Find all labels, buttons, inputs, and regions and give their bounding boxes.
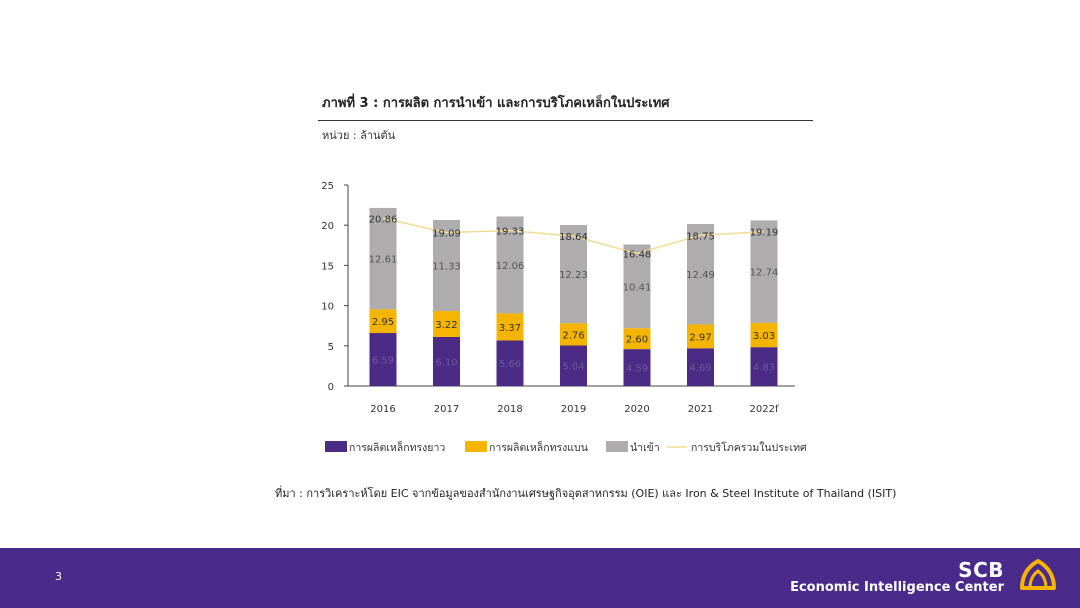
legend-consumption-label: การบริโภครวมในประเทศ [691,441,807,454]
data-label-long-steel: 6.59 [372,356,394,367]
y-tick-label: 10 [321,302,334,313]
legend-flat-steel-label: การผลิตเหล็กทรงแบน [489,440,588,454]
bar-long-steel [433,336,460,386]
x-tick-label: 2020 [624,404,649,415]
data-label-flat-steel: 3.03 [753,331,775,342]
bar-import [433,219,460,312]
brand-name: SCB [958,558,1004,582]
legend-flat-steel-swatch [465,441,487,452]
x-tick-label: 2021 [688,404,713,415]
bar-long-steel [623,349,651,386]
brand-block: SCB Economic Intelligence Center [790,560,1004,596]
data-label-import: 12.61 [369,255,398,266]
data-label-consumption: 16.48 [623,250,652,261]
data-label-import: 12.06 [496,261,525,272]
unit-label: หน่วย : ล้านตัน [322,129,396,142]
x-tick-label: 2022f [750,404,779,415]
x-tick-label: 2019 [561,404,586,415]
data-label-long-steel: 4.83 [753,363,775,374]
bar-long-steel [687,348,714,386]
data-label-long-steel: 4.59 [626,364,648,375]
bar-import [496,216,524,314]
y-tick-label: 25 [321,181,334,192]
brand-subtitle: Economic Intelligence Center [790,580,1004,595]
data-label-import: 10.41 [623,282,652,293]
data-label-import: 11.33 [432,262,461,273]
bar-flat-steel [750,322,778,348]
data-label-consumption: 19.33 [496,227,525,238]
data-label-import: 12.23 [559,270,588,281]
bar-flat-steel [560,323,587,346]
bar-import [623,244,651,329]
legend-import-swatch [606,441,628,452]
bar-import [369,207,397,310]
bar-long-steel [369,333,397,386]
bar-flat-steel [433,311,460,337]
data-label-long-steel: 5.04 [562,362,584,373]
bar-flat-steel [687,324,714,349]
data-label-long-steel: 5.66 [499,359,521,370]
scb-logo-icon [1020,559,1056,590]
data-label-consumption: 18.75 [686,231,715,242]
data-label-flat-steel: 2.60 [626,335,648,346]
bar-long-steel [560,345,587,386]
bar-import [687,223,714,325]
y-tick-label: 15 [321,261,334,272]
bar-flat-steel [369,309,397,334]
data-label-flat-steel: 2.95 [372,317,394,328]
bar-long-steel [496,340,524,386]
data-label-consumption: 19.09 [432,229,461,240]
stacked-bar-chart: 0 5 10 15 20 25 2016 6.59 2.95 12.61 2017 6.10 3.22 1… [321,181,807,454]
title-divider [318,120,813,121]
x-tick-label: 2018 [497,404,522,415]
data-label-flat-steel: 2.97 [689,332,711,343]
bar-import [750,220,778,323]
data-label-long-steel: 6.10 [435,357,457,368]
page-number: 3 [55,570,62,583]
x-tick-label: 2016 [370,404,395,415]
y-tick-label: 20 [321,221,334,232]
bar-flat-steel [496,313,524,341]
x-tick-label: 2017 [434,404,459,415]
bar-flat-steel [623,328,651,350]
data-label-consumption: 20.86 [369,214,398,225]
bar-import [560,224,587,324]
legend-long-steel-swatch [325,441,347,452]
legend-import-label: นำเข้า [630,442,660,454]
chart-title: ภาพที่ 3 : การผลิต การนำเข้า และการบริโภ… [322,96,670,111]
y-tick-label: 0 [328,382,334,393]
data-label-import: 12.49 [686,270,715,281]
bar-long-steel [750,347,778,386]
y-tick-label: 5 [328,342,334,353]
data-label-consumption: 19.19 [750,228,779,239]
data-label-import: 12.74 [750,268,779,279]
data-label-flat-steel: 2.76 [562,330,584,341]
data-label-consumption: 18.64 [559,232,588,243]
footer-bar: 3 SCB Economic Intelligence Center [0,548,1080,608]
data-label-flat-steel: 3.37 [499,323,521,334]
source-note: ที่มา : การวิเคราะห์โดย EIC จากข้อมูลของ… [275,487,897,500]
legend-long-steel-label: การผลิตเหล็กทรงยาว [349,440,445,454]
data-label-flat-steel: 3.22 [435,320,457,331]
line-consumption [382,217,765,255]
data-label-long-steel: 4.69 [689,363,711,374]
